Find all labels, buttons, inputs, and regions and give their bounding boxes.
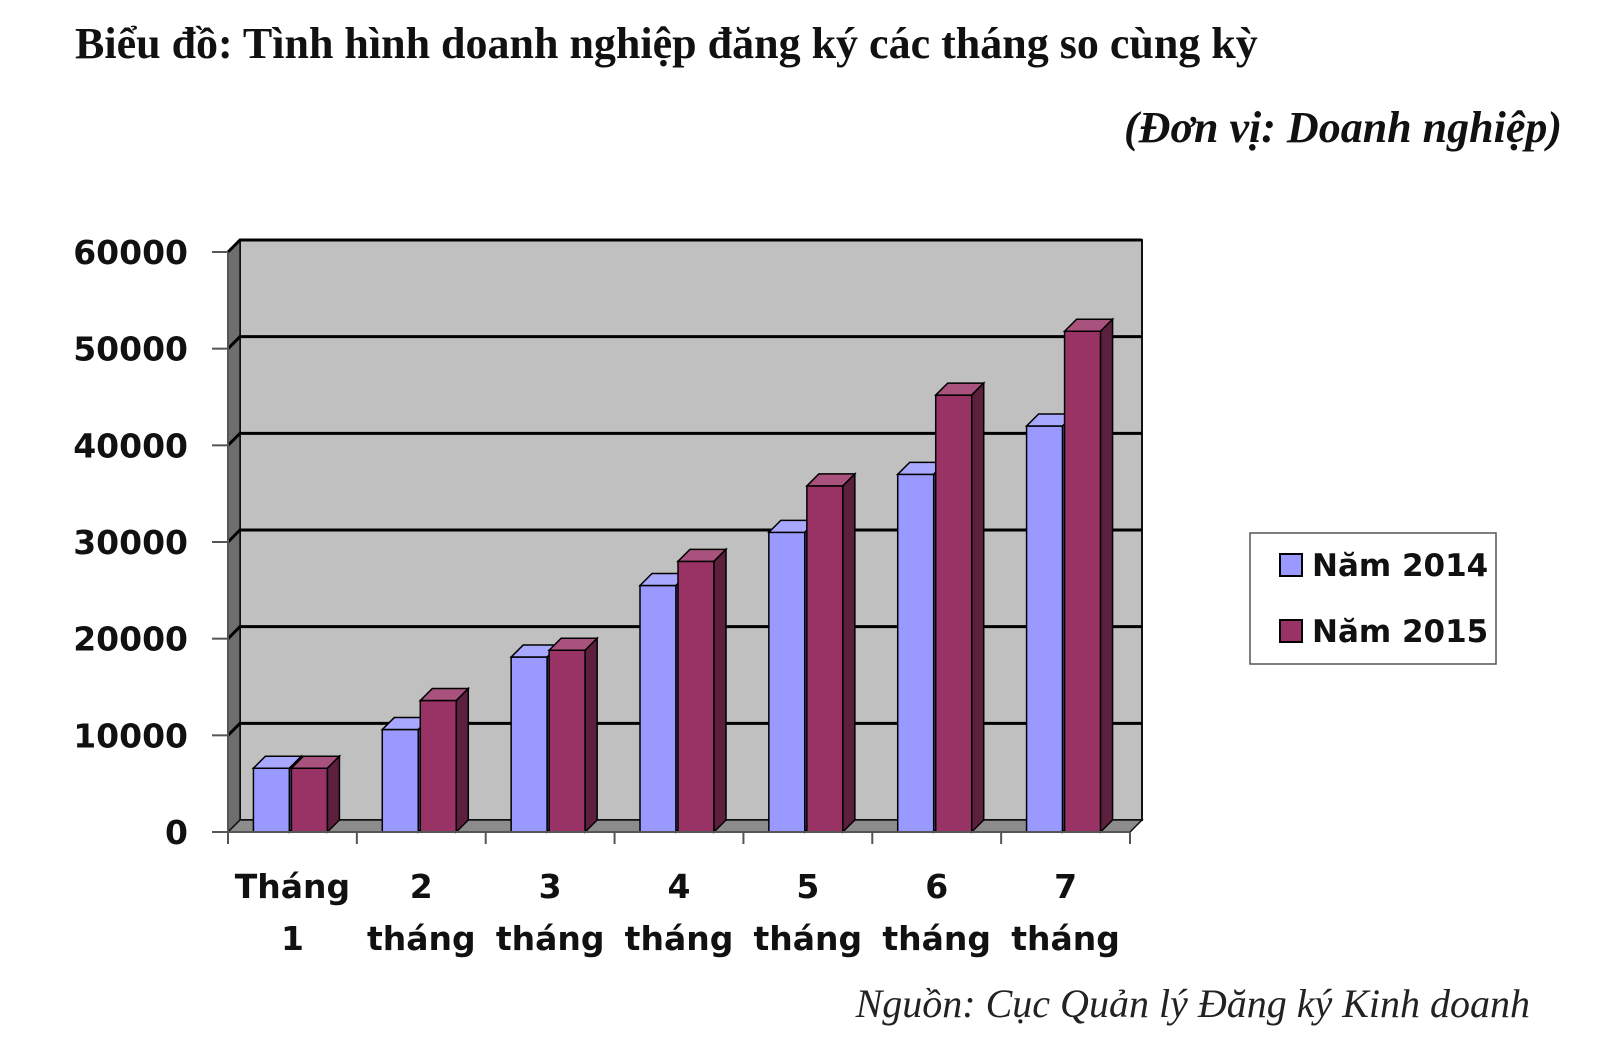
x-category-label: 2 tháng [367, 867, 476, 958]
bar-side [455, 686, 470, 834]
bar-front [677, 560, 715, 833]
y-tick-label: 10000 [73, 716, 188, 755]
x-category-label-line: Tháng [235, 867, 350, 906]
x-category-label-line: tháng [496, 919, 605, 958]
x-category-label: 6 tháng [882, 867, 991, 958]
bar-front [1025, 425, 1064, 833]
gridline [226, 335, 1142, 350]
bar [805, 472, 857, 834]
legend-label: Năm 2014 [1312, 548, 1488, 584]
x-category-label-line: tháng [367, 919, 476, 958]
bar-side [970, 381, 985, 834]
bar-front [510, 656, 548, 833]
bar-front [252, 767, 291, 833]
x-category-label-line: 4 [668, 867, 691, 906]
unit-note: (Đơn vị: Doanh nghiệp) [1124, 103, 1562, 152]
bar-front [381, 728, 420, 833]
x-category-label: 5 tháng [754, 867, 863, 958]
bar [289, 754, 342, 834]
bar-front [1063, 330, 1102, 833]
y-tick-label: 40000 [73, 426, 188, 465]
bar-front [934, 394, 973, 833]
legend-swatch [1279, 553, 1303, 577]
x-category-label-line: tháng [882, 919, 991, 958]
bar-side [584, 636, 598, 834]
legend: Năm 2014 Năm 2015 [1249, 532, 1497, 665]
bar-front [419, 699, 458, 833]
y-tick-label: 50000 [73, 330, 188, 369]
bar [676, 547, 728, 834]
y-tick-label: 0 [165, 813, 188, 852]
x-axis-categories: Tháng 1 2 tháng 3 tháng 4 tháng 5 tháng 6 tháng 7 thá… [235, 867, 1120, 958]
legend-label: Năm 2015 [1312, 614, 1488, 650]
bar-front [806, 485, 844, 833]
bar-side [842, 472, 856, 834]
x-category-label-line: 1 [281, 919, 304, 958]
bar-front [548, 649, 586, 833]
x-category-label-line: tháng [625, 919, 734, 958]
x-category-label-line: tháng [754, 919, 863, 958]
x-category-label-line: 6 [925, 867, 948, 906]
x-category-label: Tháng 1 [235, 867, 350, 958]
x-category-label: 3 tháng [496, 867, 605, 958]
bars [251, 317, 1115, 834]
gridline [226, 238, 1142, 254]
bar [418, 686, 471, 834]
bar-side [1099, 317, 1114, 834]
y-tick-label: 30000 [73, 523, 188, 562]
bar-front [896, 473, 935, 833]
x-category-label: 4 tháng [625, 867, 734, 958]
x-category-label-line: 2 [410, 867, 433, 906]
x-category-label-line: 5 [796, 867, 819, 906]
chart-title: Biểu đồ: Tình hình doanh nghiệp đăng ký … [75, 19, 1258, 68]
bar-side [713, 547, 727, 834]
x-category-label-line: tháng [1011, 919, 1120, 958]
legend-swatch [1279, 619, 1303, 643]
axes [227, 252, 1131, 844]
x-category-label: 7 tháng [1011, 867, 1120, 958]
x-category-label-line: 7 [1054, 867, 1077, 906]
y-axis-ticks: 0 10000 20000 30000 40000 50000 60000 [73, 233, 228, 852]
bar-side [326, 754, 341, 834]
gridline [226, 431, 1142, 447]
bar [933, 381, 986, 834]
y-tick-label: 60000 [73, 233, 188, 272]
bar-front [639, 584, 677, 833]
source-note: Nguồn: Cục Quản lý Đăng ký Kinh doanh [855, 981, 1530, 1026]
bar-front [290, 767, 329, 833]
x-category-label-line: 3 [539, 867, 562, 906]
bar [1062, 317, 1115, 834]
bar-front [768, 531, 806, 833]
bar [547, 636, 599, 834]
y-tick-label: 20000 [73, 620, 188, 659]
